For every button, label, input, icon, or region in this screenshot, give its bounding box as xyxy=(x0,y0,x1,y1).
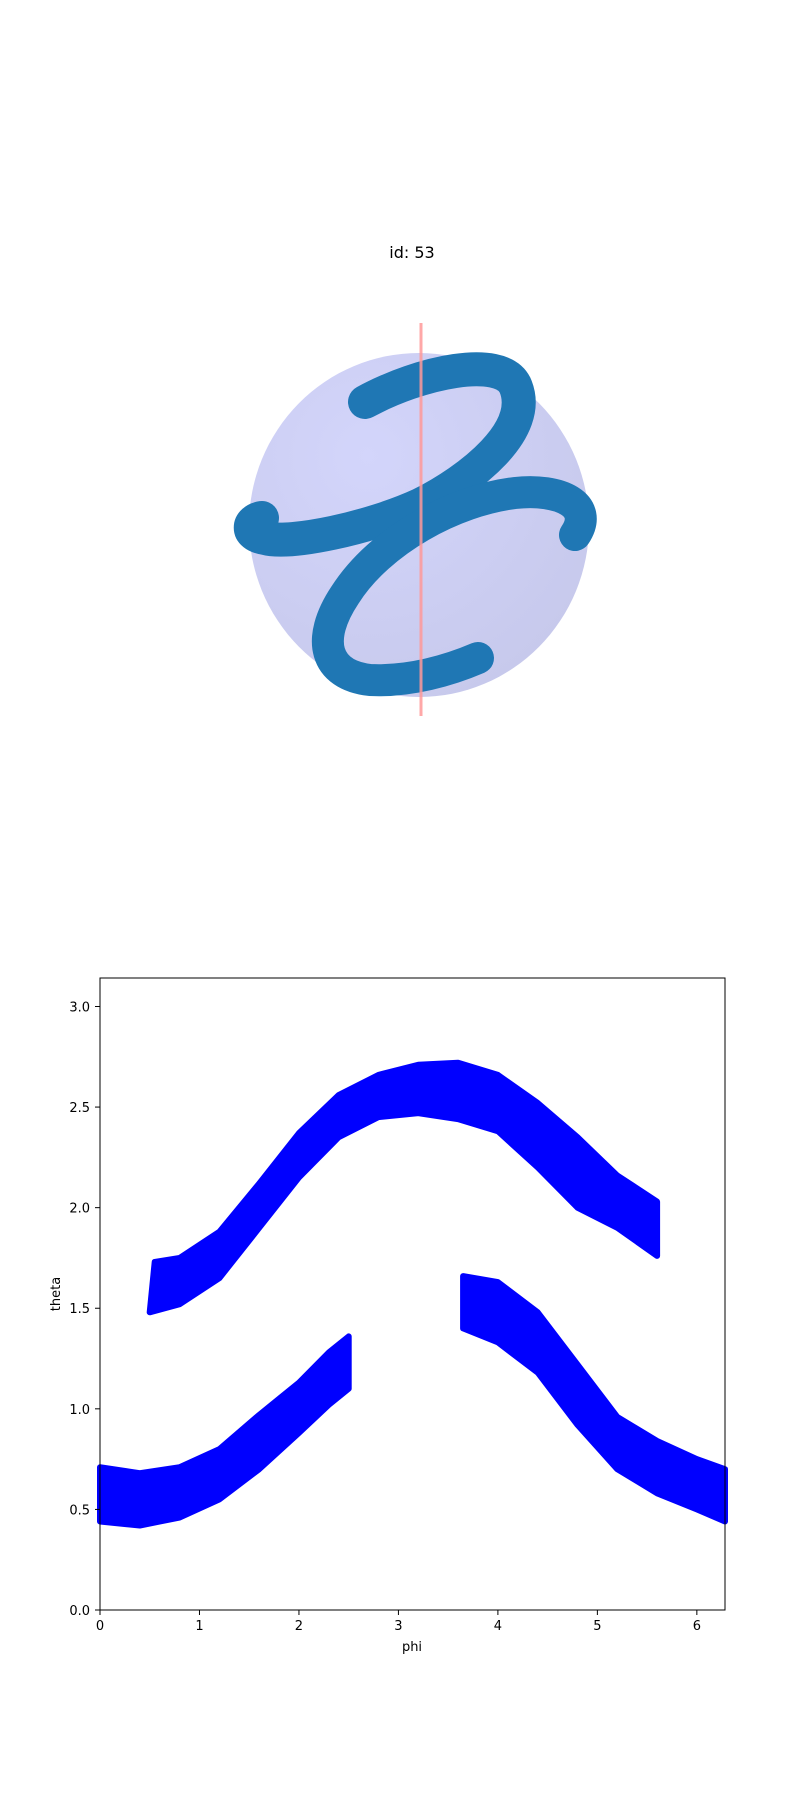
x-tick-label: 1 xyxy=(195,1619,203,1634)
scatter-band-1 xyxy=(146,1059,661,1316)
x-axis-label: phi xyxy=(402,1640,422,1655)
scatter-band-2 xyxy=(97,1333,352,1529)
y-tick-label: 2.0 xyxy=(69,1202,90,1217)
plot-frame xyxy=(99,977,726,1611)
x-tick-label: 5 xyxy=(593,1619,601,1634)
scatter-panel: 0 1 2 3 4 5 6 0.0 0.5 1.0 1.5 2.0 2.5 3.0 phi theta xyxy=(49,977,728,1655)
y-tick-label: 0.0 xyxy=(69,1604,90,1619)
y-tick-label: 1.5 xyxy=(69,1302,90,1317)
x-tick-label: 6 xyxy=(693,1619,701,1634)
sphere-title: id: 53 xyxy=(389,243,434,262)
sphere-panel: id: 53 xyxy=(234,243,597,716)
y-tick-label: 0.5 xyxy=(69,1503,90,1518)
y-tick-label: 1.0 xyxy=(69,1403,90,1418)
sphere-band xyxy=(234,352,597,697)
y-tick-label: 3.0 xyxy=(69,1000,90,1015)
x-tick-label: 0 xyxy=(96,1619,104,1634)
plot-area xyxy=(97,1059,728,1529)
y-tick-label: 2.5 xyxy=(69,1101,90,1116)
scatter-band-3 xyxy=(460,1273,728,1525)
band-lower-stroke xyxy=(311,476,597,697)
x-axis: 0 1 2 3 4 5 6 xyxy=(96,1610,701,1634)
x-tick-label: 4 xyxy=(494,1619,502,1634)
y-axis: 0.0 0.5 1.0 1.5 2.0 2.5 3.0 xyxy=(69,1000,100,1619)
band-upper-stroke xyxy=(234,352,536,557)
y-axis-label: theta xyxy=(49,1277,64,1311)
x-tick-label: 3 xyxy=(394,1619,402,1634)
x-tick-label: 2 xyxy=(295,1619,303,1634)
